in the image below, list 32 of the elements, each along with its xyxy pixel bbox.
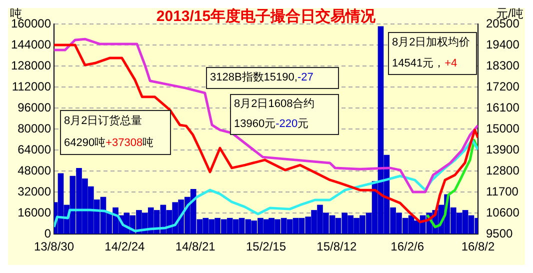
y2-tick-label: 15000 [486,121,520,136]
y2-tick-label: 19400 [486,37,520,52]
y-tick-label: 32000 [18,184,52,198]
y2-tick-label: 11700 [486,184,519,198]
y-tick-label: 16000 [18,205,52,220]
annotation: 8月2日订货总量 64290吨+37308吨 [64,114,154,150]
x-tick-label: 13/8/30 [34,240,74,254]
y-tick-label: 96000 [18,100,52,114]
y2-tick-label: 18300 [486,58,520,72]
y-tick-label: 64000 [18,142,52,156]
y2-tick-label: 17200 [486,79,520,94]
annotation: 3128B指数15190,-27 [210,72,314,84]
y-tick-label: 112000 [12,79,52,94]
y-tick-label: 80000 [18,121,52,136]
annotation: 8月2日1608合约 13960元-220元 [234,97,315,130]
x-tick-label: 15/8/12 [316,240,358,254]
chart-title: 2013/15年度电子撮合日交易情况 [156,7,377,26]
y-tick-label: 0 [44,226,52,240]
y2-tick-label: 9500 [486,226,514,240]
x-tick-label: 15/2/15 [246,240,286,254]
y-tick-label: 48000 [18,163,52,178]
y2-tick-label: 13900 [486,142,520,156]
annotation: 8月2日加权均价 14541元，+4 [392,36,470,70]
y2-tick-label: 12800 [486,163,520,178]
y2-tick-label: 10600 [486,205,520,220]
y-tick-label: 128000 [10,58,52,72]
x-tick-label: 14/2/24 [104,240,146,254]
y-tick-label: 144000 [10,37,52,52]
x-tick-label: 16/8/2 [461,240,495,254]
x-tick-label: 16/2/6 [390,240,424,254]
y2-tick-label: 16100 [486,100,520,114]
x-tick-label: 14/8/21 [175,240,216,254]
